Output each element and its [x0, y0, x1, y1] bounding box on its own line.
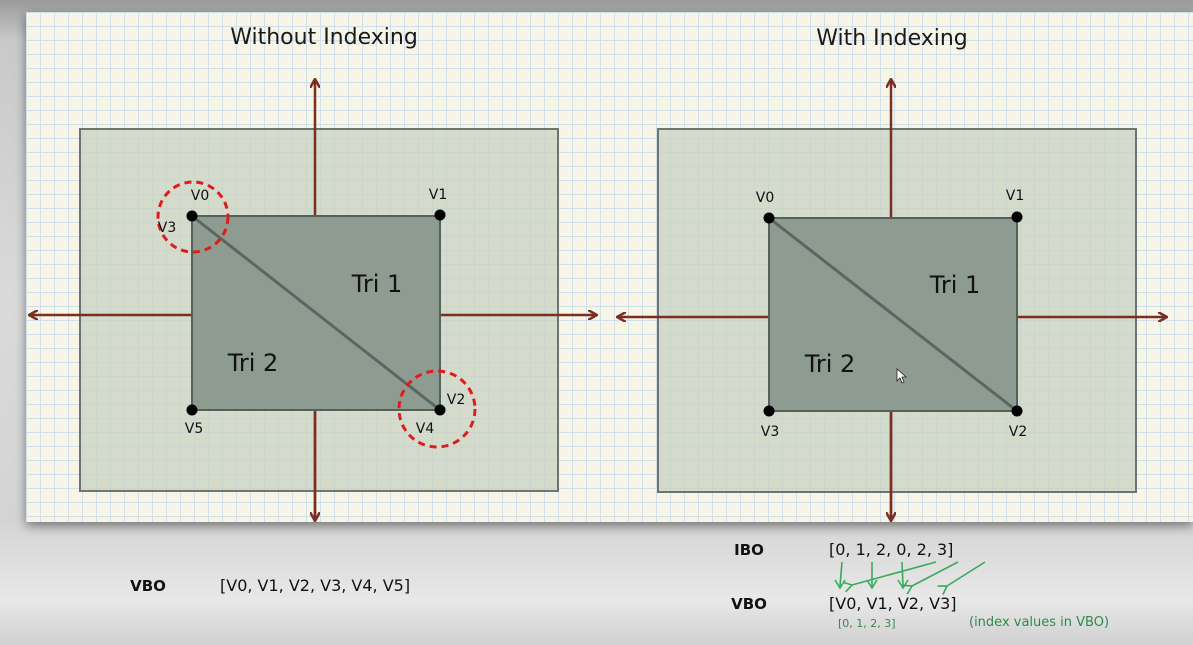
ibo-label: IBO: [734, 541, 764, 559]
right-label-v1: V1: [1006, 188, 1024, 204]
left-diagonal: [191, 214, 441, 412]
left-label-v0: V0: [191, 188, 209, 204]
ibo-map-arrow-4: [902, 561, 959, 595]
left-label-v4: V4: [416, 421, 435, 437]
right-label-v2: V2: [1009, 424, 1027, 440]
left-vertex-v5: [186, 404, 198, 416]
duplicate-highlight-v2-v4: [397, 369, 477, 449]
right-label-v3: V3: [761, 424, 779, 440]
left-label-v5: V5: [185, 421, 203, 437]
right-title: With Indexing: [816, 26, 968, 51]
right-vbo-label: VBO: [731, 595, 767, 613]
right-vertex-v2: [1011, 405, 1023, 417]
left-tri2-label: Tri 2: [227, 349, 279, 377]
ibo-map-arrow-5: [937, 561, 986, 595]
left-buffers: VBO [V0, V1, V2, V3, V4, V5]: [130, 576, 410, 595]
mouse-cursor-icon: [896, 368, 908, 384]
ibo-value: [0, 1, 2, 0, 2, 3]: [829, 540, 953, 559]
index-values-row: [0, 1, 2, 3]: [838, 617, 896, 630]
left-vertex-v1: [434, 209, 446, 221]
left-label-v2: V2: [447, 392, 465, 408]
right-vertex-v3: [763, 405, 775, 417]
right-label-v0: V0: [756, 190, 774, 206]
right-buffers: IBO [0, 1, 2, 0, 2, 3] VBO [V0, V1, V2, …: [731, 540, 1109, 630]
right-diagram: With Indexing V0 V1 V2 V3 Tri 1 Tri 2: [618, 26, 1166, 520]
ibo-map-arrow-0: [839, 561, 843, 587]
right-vertex-v0: [763, 212, 775, 224]
left-vbo-value: [V0, V1, V2, V3, V4, V5]: [220, 576, 410, 595]
right-vertex-v1: [1011, 211, 1023, 223]
left-tri1-label: Tri 1: [351, 270, 403, 298]
right-tri2-label: Tri 2: [804, 350, 856, 378]
left-vbo-label: VBO: [130, 577, 166, 595]
ibo-map-arrow-2: [901, 561, 904, 587]
left-label-v1: V1: [429, 187, 447, 203]
left-label-v3: V3: [158, 220, 176, 236]
right-diagonal: [768, 216, 1018, 413]
duplicate-highlight-v0-v3: [156, 180, 230, 254]
left-vertex-v0: [186, 210, 198, 222]
ibo-map-arrow-3: [842, 561, 937, 593]
left-diagram: Without Indexing V0 V3 V1 V2 V4 V5 Tri 1…: [30, 25, 596, 520]
left-title: Without Indexing: [230, 25, 418, 50]
right-tri1-label: Tri 1: [929, 271, 981, 299]
left-vertex-v2: [434, 404, 446, 416]
right-vbo-value: [V0, V1, V2, V3]: [829, 594, 957, 613]
index-values-note: (index values in VBO): [969, 615, 1109, 630]
